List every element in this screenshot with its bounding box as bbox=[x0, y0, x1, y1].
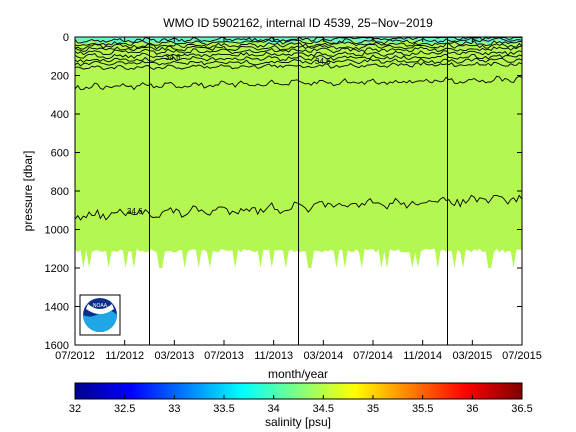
y-tick-label: 400 bbox=[51, 109, 69, 121]
y-axis-label: pressure [dbar] bbox=[21, 151, 35, 232]
y-tick-label: 800 bbox=[51, 186, 69, 198]
colorbar-tick-label: 36 bbox=[466, 403, 478, 415]
chart-title: WMO ID 5902162, internal ID 4539, 25−Nov… bbox=[163, 16, 433, 30]
colorbar-tick-label: 33 bbox=[168, 403, 180, 415]
contour-label: 34.6 bbox=[315, 57, 331, 66]
x-tick-label: 11/2012 bbox=[105, 350, 144, 362]
x-tick-label: 11/2014 bbox=[403, 350, 442, 362]
y-axis: 0 200 400 600 800 1000 1200 1400 1600 bbox=[45, 32, 522, 352]
colorbar bbox=[74, 382, 523, 400]
colorbar-tick-label: 35.5 bbox=[412, 403, 433, 415]
colorbar-label: salinity [psu] bbox=[265, 415, 331, 429]
surface-low-salinity-layer bbox=[75, 37, 522, 45]
x-tick-label: 11/2013 bbox=[254, 350, 293, 362]
x-axis: 07/2012 11/2012 03/2013 07/2013 11/2013 03/20… bbox=[55, 37, 542, 362]
x-tick-label: 03/2014 bbox=[303, 350, 343, 362]
x-tick-label: 07/2012 bbox=[55, 350, 95, 362]
colorbar-tick-label: 34.5 bbox=[313, 403, 334, 415]
x-tick-label: 07/2015 bbox=[502, 350, 542, 362]
colorbar-tick-label: 36.5 bbox=[511, 403, 532, 415]
x-axis-label: month/year bbox=[268, 367, 328, 381]
y-tick-label: 1600 bbox=[45, 340, 69, 352]
y-tick-label: 600 bbox=[51, 148, 69, 160]
year-boundary-lines bbox=[149, 37, 448, 345]
y-tick-label: 1000 bbox=[45, 225, 69, 237]
x-tick-label: 07/2013 bbox=[204, 350, 244, 362]
colorbar-tick-label: 34 bbox=[268, 403, 280, 415]
y-tick-label: 200 bbox=[51, 71, 69, 83]
x-tick-label: 07/2014 bbox=[353, 350, 393, 362]
x-tick-label: 03/2013 bbox=[154, 350, 194, 362]
contour-label: 34.6 bbox=[165, 53, 181, 62]
noaa-logo-text: NOAA bbox=[93, 303, 108, 309]
x-tick-label: 03/2015 bbox=[452, 350, 492, 362]
noaa-logo: NOAA bbox=[79, 294, 121, 336]
y-tick-label: 0 bbox=[63, 32, 69, 44]
colorbar-tick-label: 33.5 bbox=[213, 403, 234, 415]
colorbar-tick-label: 35 bbox=[367, 403, 379, 415]
contour-label: 34.6 bbox=[127, 207, 143, 216]
y-tick-label: 1400 bbox=[45, 302, 69, 314]
colorbar-tick-label: 32.5 bbox=[114, 403, 135, 415]
colorbar-tick-label: 32 bbox=[69, 403, 81, 415]
y-tick-label: 1200 bbox=[45, 263, 69, 275]
colorbar-ticks: 32 32.5 33 33.5 34 34.5 35 35.5 36 36.5 bbox=[69, 395, 533, 415]
